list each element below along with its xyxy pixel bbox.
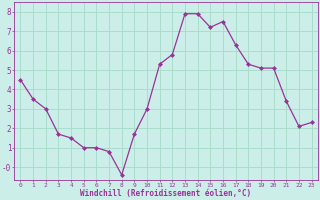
- X-axis label: Windchill (Refroidissement éolien,°C): Windchill (Refroidissement éolien,°C): [80, 189, 252, 198]
